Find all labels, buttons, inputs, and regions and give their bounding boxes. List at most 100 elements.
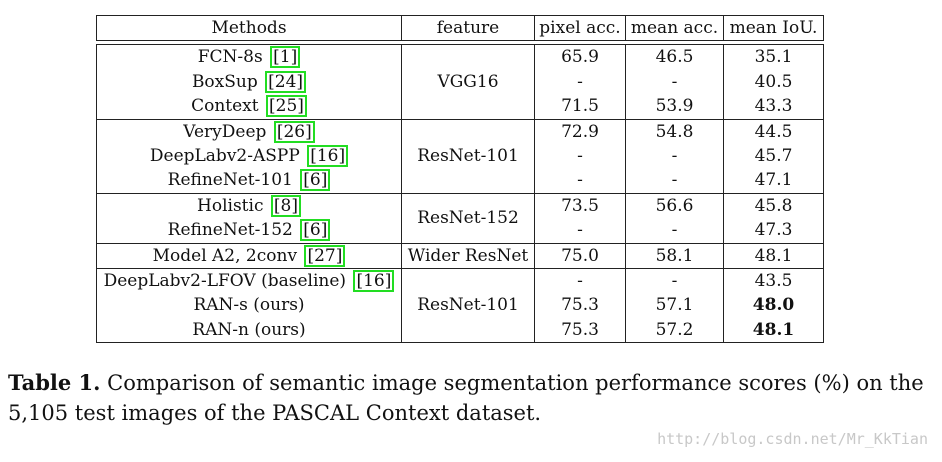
- pixel-acc-cell: 75.3: [534, 317, 626, 344]
- method-cell: Model A2, 2conv [27]: [96, 242, 402, 270]
- mean-iou-cell: 44.5: [723, 118, 824, 145]
- method-name: DeepLabv2-LFOV (baseline): [103, 271, 347, 292]
- table-body: FCN-8s [1] VGG16 65.9 46.5 35.1 BoxSup [24] - -…: [96, 44, 824, 344]
- citation-number: 1: [279, 47, 291, 68]
- mean-iou-cell: 45.7: [723, 144, 824, 169]
- header-mean-iou: mean IoU.: [723, 14, 824, 42]
- citation-link[interactable]: [8]: [270, 194, 301, 217]
- mean-iou-cell: 45.8: [723, 192, 824, 219]
- pixel-acc-cell: -: [534, 168, 626, 194]
- mean-iou-cell: 35.1: [723, 44, 824, 70]
- caption-label: Table 1.: [8, 370, 101, 395]
- mean-acc-cell: 54.8: [625, 118, 724, 145]
- table-row: BoxSup [24] - -40.5: [96, 69, 824, 95]
- citation-link[interactable]: [26]: [273, 120, 315, 143]
- citation-number: 16: [363, 271, 385, 292]
- table-row: Model A2, 2conv [27] Wider ResNet 75.0 58.1…: [96, 242, 824, 270]
- citation-number: 6: [309, 220, 321, 241]
- citation-number: 24: [274, 71, 297, 92]
- method-name: DeepLabv2-ASPP: [149, 146, 300, 167]
- table-row: RefineNet-152 [6] - -47.3: [96, 218, 824, 244]
- header-mean-acc: mean acc.: [625, 14, 724, 42]
- method-cell: RAN-n (ours): [96, 317, 402, 344]
- citation-link[interactable]: [27]: [304, 244, 346, 267]
- mean-iou-cell: 47.1: [723, 168, 824, 194]
- pixel-acc-cell: -: [534, 144, 626, 169]
- mean-acc-cell: 46.5: [625, 44, 724, 70]
- watermark: http://blog.csdn.net/Mr_KkTian: [657, 430, 928, 448]
- table-row: VeryDeep [26] ResNet-101 72.9 54.8 44.5: [96, 118, 824, 194]
- table-row: DeepLabv2-ASPP [16] - -45.7: [96, 144, 824, 169]
- header-methods: Methods: [96, 14, 402, 42]
- table-row: FCN-8s [1] VGG16 65.9 46.5 35.1: [96, 44, 824, 120]
- feature-cell: VGG16: [401, 44, 535, 120]
- method-cell: FCN-8s [1]: [96, 44, 402, 70]
- citation-link[interactable]: [16]: [307, 145, 349, 168]
- method-name: RefineNet-101: [167, 170, 293, 191]
- method-cell: DeepLabv2-ASPP [16]: [96, 144, 402, 169]
- method-cell: Holistic [8]: [96, 192, 402, 219]
- pixel-acc-cell: 73.5: [534, 192, 626, 219]
- citation-number: 16: [316, 146, 339, 167]
- table-row: DeepLabv2-LFOV (baseline) [16] ResNet-101…: [96, 268, 824, 344]
- mean-acc-cell: 57.2: [625, 317, 724, 344]
- pixel-acc-cell: 75.0: [534, 242, 626, 270]
- results-table: Methods feature pixel acc. mean acc. mea…: [96, 14, 824, 344]
- citation-number: 27: [314, 245, 336, 266]
- method-name: RAN-s (ours): [193, 295, 305, 316]
- results-table-container: Methods feature pixel acc. mean acc. mea…: [96, 14, 824, 344]
- method-cell: RefineNet-152 [6]: [96, 218, 402, 244]
- pixel-acc-cell: 75.3: [534, 293, 626, 318]
- mean-acc-cell: 57.1: [625, 293, 724, 318]
- method-name: Context: [191, 96, 259, 117]
- citation-number: 8: [280, 195, 292, 216]
- pixel-acc-cell: 65.9: [534, 44, 626, 70]
- method-name: FCN-8s: [197, 47, 263, 68]
- mean-acc-cell: -: [625, 268, 724, 294]
- caption-text: Comparison of semantic image segmentatio…: [8, 371, 924, 425]
- mean-iou-cell: 43.3: [723, 94, 824, 120]
- mean-iou-cell: 48.1: [723, 317, 824, 344]
- citation-link[interactable]: [16]: [353, 270, 395, 293]
- citation-number: 25: [275, 96, 298, 117]
- citation-link[interactable]: [6]: [300, 219, 331, 242]
- pixel-acc-cell: -: [534, 69, 626, 95]
- mean-iou-cell: 47.3: [723, 218, 824, 244]
- feature-cell: Wider ResNet: [401, 242, 535, 270]
- method-cell: RefineNet-101 [6]: [96, 168, 402, 194]
- method-cell: VeryDeep [26]: [96, 118, 402, 145]
- feature-cell: ResNet-101: [401, 118, 535, 194]
- method-cell: RAN-s (ours): [96, 293, 402, 318]
- mean-acc-cell: -: [625, 218, 724, 244]
- feature-cell: ResNet-152: [401, 192, 535, 244]
- mean-acc-cell: 58.1: [625, 242, 724, 270]
- table-row: RAN-n (ours) 75.3 57.2 48.1: [96, 317, 824, 344]
- table-row: RAN-s (ours) 75.3 57.1 48.0: [96, 293, 824, 318]
- pixel-acc-cell: -: [534, 268, 626, 294]
- header-pixel-acc: pixel acc.: [534, 14, 626, 42]
- citation-link[interactable]: [1]: [270, 46, 301, 69]
- mean-acc-cell: 56.6: [625, 192, 724, 219]
- citation-link[interactable]: [24]: [265, 70, 307, 93]
- citation-link[interactable]: [25]: [266, 95, 307, 118]
- feature-cell: ResNet-101: [401, 268, 535, 344]
- mean-acc-cell: 53.9: [625, 94, 724, 120]
- method-cell: BoxSup [24]: [96, 69, 402, 95]
- citation-number: 6: [309, 170, 321, 191]
- table-row: RefineNet-101 [6] - -47.1: [96, 168, 824, 194]
- mean-acc-cell: -: [625, 168, 724, 194]
- method-name: Model A2, 2conv: [152, 245, 298, 266]
- method-name: Holistic: [197, 195, 264, 216]
- method-name: BoxSup: [191, 71, 258, 92]
- method-name: RefineNet-152: [167, 220, 293, 241]
- pixel-acc-cell: -: [534, 218, 626, 244]
- table-row: Holistic [8] ResNet-152 73.5 56.6 45.8: [96, 192, 824, 244]
- header-feature: feature: [401, 14, 535, 42]
- method-name: VeryDeep: [183, 121, 267, 142]
- citation-link[interactable]: [6]: [300, 169, 331, 192]
- mean-acc-cell: -: [625, 69, 724, 95]
- mean-iou-cell: 48.1: [723, 242, 824, 270]
- citation-number: 26: [283, 121, 306, 142]
- method-cell: Context [25]: [96, 94, 402, 120]
- method-name: RAN-n (ours): [192, 319, 306, 340]
